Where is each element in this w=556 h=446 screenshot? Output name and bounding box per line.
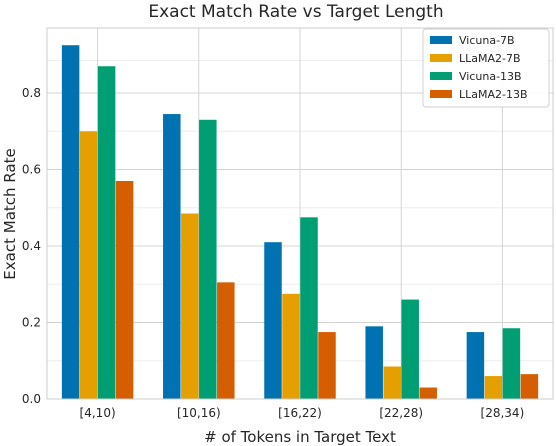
- legend-label: LLaMA2-13B: [459, 88, 528, 101]
- bar-llama2-13b-3: [419, 387, 437, 399]
- bar-llama2-13b-1: [217, 282, 235, 399]
- bar-vicuna-7b-2: [264, 242, 282, 399]
- x-tick-label: [22,28): [379, 406, 423, 420]
- y-tick-label: 0.4: [22, 239, 41, 253]
- bar-llama2-7b-0: [79, 131, 98, 399]
- legend-swatch: [430, 54, 452, 62]
- x-tick-label: [28,34): [481, 406, 525, 420]
- bars: [61, 45, 539, 400]
- bar-llama2-7b-1: [181, 213, 199, 399]
- bar-llama2-13b-2: [318, 332, 336, 399]
- bar-llama2-7b-2: [282, 293, 300, 399]
- legend-label: LLaMA2-7B: [459, 52, 521, 65]
- legend: Vicuna-7B LLaMA2-7B Vicuna-13B LLaMA2-13B: [422, 28, 550, 108]
- bar-vicuna-7b-3: [365, 326, 383, 399]
- bar-llama2-13b-4: [520, 374, 539, 399]
- bar-vicuna-7b-4: [466, 332, 485, 399]
- bar-vicuna-13b-4: [502, 328, 521, 399]
- bar-vicuna-7b-0: [61, 45, 80, 400]
- legend-swatch: [430, 72, 452, 80]
- x-tick-labels: [4,10) [10,16) [16,22) [22,28) [28,34): [80, 406, 525, 420]
- bar-vicuna-13b-3: [401, 299, 419, 399]
- legend-swatch: [430, 36, 452, 44]
- x-tick-label: [10,16): [177, 406, 221, 420]
- x-axis-label: # of Tokens in Target Text: [204, 428, 396, 446]
- y-tick-labels: 0.0 0.2 0.4 0.6 0.8: [22, 86, 41, 406]
- y-tick-label: 0.0: [22, 392, 41, 406]
- legend-label: Vicuna-13B: [459, 70, 522, 83]
- x-tick-label: [4,10): [80, 406, 116, 420]
- legend-swatch: [430, 90, 452, 98]
- plot-frame: [46, 27, 554, 400]
- y-axis-label: Exact Match Rate: [1, 148, 19, 279]
- y-tick-label: 0.6: [22, 163, 41, 177]
- bar-vicuna-7b-1: [163, 114, 181, 399]
- bar-vicuna-13b-1: [199, 119, 217, 399]
- chart-title: Exact Match Rate vs Target Length: [148, 2, 443, 22]
- x-tick-label: [16,22): [278, 406, 322, 420]
- legend-label: Vicuna-7B: [459, 34, 515, 47]
- bar-llama2-7b-3: [383, 366, 401, 399]
- bar-llama2-13b-0: [115, 180, 134, 399]
- y-tick-label: 0.8: [22, 86, 41, 100]
- legend-box: [422, 28, 550, 108]
- bar-vicuna-13b-0: [97, 66, 116, 399]
- bar-vicuna-13b-2: [300, 217, 318, 399]
- y-tick-label: 0.2: [22, 316, 41, 330]
- bar-llama2-7b-4: [484, 376, 503, 399]
